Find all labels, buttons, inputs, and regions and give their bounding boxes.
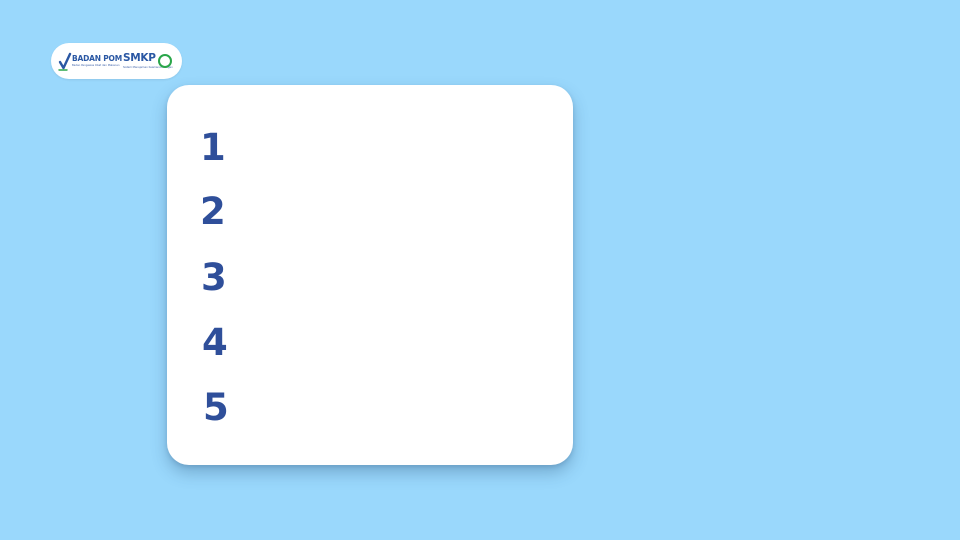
smkp-ring-icon xyxy=(158,54,172,68)
badan-pom-wordmark: BADAN POM xyxy=(72,54,122,63)
list-number-4: 4 xyxy=(202,321,228,364)
logo-badge: BADAN POM Badan Pengawas Obat dan Makana… xyxy=(51,43,182,79)
badan-pom-emblem-icon xyxy=(58,51,72,77)
smkp-tagline: Sistem Manajemen Keamanan Pangan xyxy=(123,66,173,69)
content-card xyxy=(167,85,573,465)
list-number-2: 2 xyxy=(200,190,226,233)
smkp-wordmark: SMKP xyxy=(123,52,156,64)
list-number-5: 5 xyxy=(203,386,229,429)
list-number-3: 3 xyxy=(201,256,227,299)
list-number-1: 1 xyxy=(200,126,226,169)
badan-pom-tagline: Badan Pengawas Obat dan Makanan xyxy=(72,64,120,67)
